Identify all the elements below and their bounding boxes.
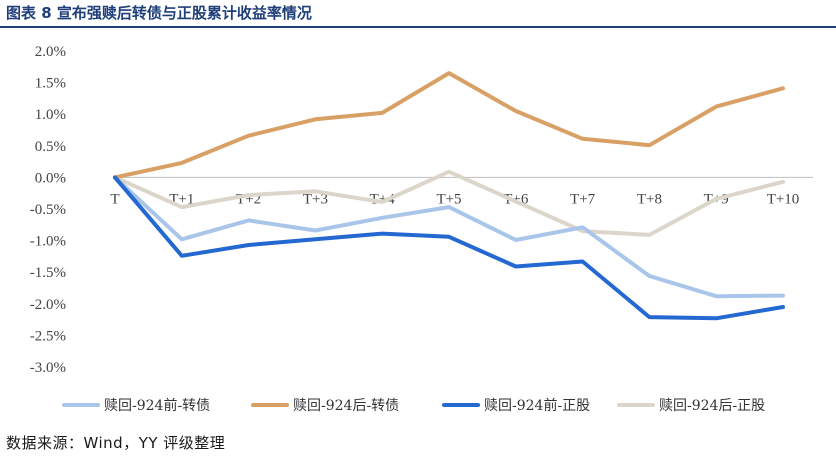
series-lines <box>113 71 785 321</box>
y-tick-label: -3.0% <box>30 360 66 376</box>
y-tick-label: -1.0% <box>30 234 66 250</box>
figure-title: 图表 8 宣布强赎后转债与正股累计收益率情况 <box>6 4 312 22</box>
y-axis-tick-labels: 2.0% 1.5% 1.0% 0.5% 0.0% -0.5% -1.0% -1.5% -2.0%… <box>30 44 66 376</box>
x-tick-label: T+7 <box>570 191 596 207</box>
x-tick-label: T+8 <box>637 191 662 207</box>
y-tick-label: 1.0% <box>35 107 66 123</box>
legend-label: 赎回-924后-正股 <box>659 397 765 414</box>
y-tick-label: -2.5% <box>30 328 66 344</box>
title-divider <box>0 26 836 28</box>
legend-label: 赎回-924前-正股 <box>484 397 590 414</box>
y-tick-label: 0.0% <box>35 170 66 186</box>
series-line <box>113 175 785 321</box>
series-line <box>113 175 785 299</box>
y-tick-label: -0.5% <box>30 202 66 218</box>
series-line <box>113 71 785 180</box>
x-tick-label: T <box>110 191 119 207</box>
x-tick-label: T+5 <box>436 191 461 207</box>
x-tick-label: T+10 <box>767 191 800 207</box>
y-tick-label: 2.0% <box>35 44 66 60</box>
legend-label: 赎回-924前-转债 <box>104 397 210 414</box>
legend-label: 赎回-924后-转债 <box>293 397 399 414</box>
y-tick-label: -2.0% <box>30 297 66 313</box>
legend: 赎回-924前-转债 赎回-924后-转债 赎回-924前-正股 赎回-924后-正股 <box>62 397 765 414</box>
y-tick-label: 0.5% <box>35 139 66 155</box>
x-tick-label: T+3 <box>303 191 328 207</box>
y-tick-label: -1.5% <box>30 265 66 281</box>
y-tick-label: 1.5% <box>35 76 66 92</box>
x-tick-label: T+4 <box>370 191 396 207</box>
series-line <box>113 169 785 237</box>
data-source-note: 数据来源：Wind，YY 评级整理 <box>6 434 226 452</box>
